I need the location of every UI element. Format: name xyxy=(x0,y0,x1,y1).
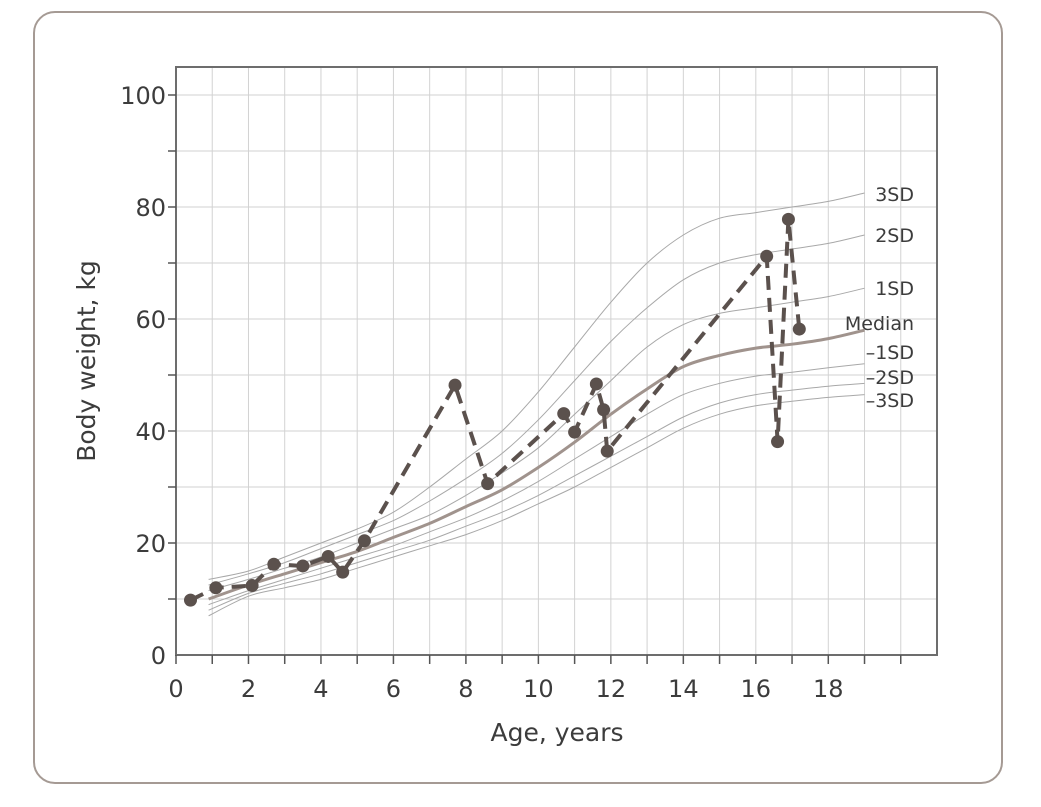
data-point xyxy=(296,559,310,573)
x-tick-label: 14 xyxy=(668,675,699,703)
data-point xyxy=(245,579,259,593)
data-point xyxy=(267,557,281,571)
x-tick-label: 8 xyxy=(458,675,473,703)
x-tick-label: 6 xyxy=(386,675,401,703)
curve-label: 3SD xyxy=(875,184,914,206)
y-tick-label: 80 xyxy=(135,194,166,222)
y-tick-label: 100 xyxy=(120,82,166,110)
curve-label: 1SD xyxy=(875,278,914,300)
axis-ticks: 0 2 4 6 8 10 12 14 16 18 0 20 40 60 80 100 xyxy=(120,82,902,703)
chart-grid xyxy=(176,67,937,655)
reference-curve-line xyxy=(208,328,865,601)
x-tick-label: 4 xyxy=(313,675,328,703)
reference-curve-line xyxy=(208,363,865,606)
x-tick-label: 2 xyxy=(241,675,256,703)
curve-label: –3SD xyxy=(866,390,914,412)
data-series xyxy=(183,212,806,607)
plot-border xyxy=(175,66,938,656)
data-point xyxy=(597,403,611,417)
data-point xyxy=(357,534,371,548)
y-tick-label: 60 xyxy=(135,306,166,334)
data-point xyxy=(183,593,197,607)
reference-curve-line xyxy=(208,394,865,617)
data-point xyxy=(209,581,223,595)
data-point xyxy=(771,435,785,449)
data-point xyxy=(760,249,774,263)
data-point xyxy=(568,425,582,439)
reference-curve-line xyxy=(208,234,865,586)
x-tick-label: 16 xyxy=(741,675,772,703)
y-axis-label: Body weight, kg xyxy=(72,260,101,462)
data-point xyxy=(481,477,495,491)
x-tick-label: 12 xyxy=(596,675,627,703)
x-tick-label: 10 xyxy=(523,675,554,703)
data-point xyxy=(792,322,806,336)
reference-curve-line xyxy=(208,382,865,611)
curve-label: –1SD xyxy=(866,342,914,364)
x-tick-label: 18 xyxy=(813,675,844,703)
data-point xyxy=(589,377,603,391)
data-point xyxy=(448,378,462,392)
data-point xyxy=(336,565,350,579)
curve-label: –2SD xyxy=(866,367,914,389)
data-point xyxy=(321,549,335,563)
x-tick-label: 0 xyxy=(168,675,183,703)
data-point xyxy=(781,212,795,226)
curve-labels: 3SD 2SD 1SD Median –1SD –2SD–3SD xyxy=(845,184,914,412)
data-point xyxy=(600,444,614,458)
curve-label: Median xyxy=(845,313,914,335)
data-point xyxy=(557,407,571,421)
y-tick-label: 20 xyxy=(135,530,166,558)
reference-curve-line xyxy=(208,192,865,580)
curve-label: 2SD xyxy=(875,225,914,247)
y-tick-label: 40 xyxy=(135,418,166,446)
y-tick-label: 0 xyxy=(151,642,166,670)
x-axis-label: Age, years xyxy=(490,718,623,747)
